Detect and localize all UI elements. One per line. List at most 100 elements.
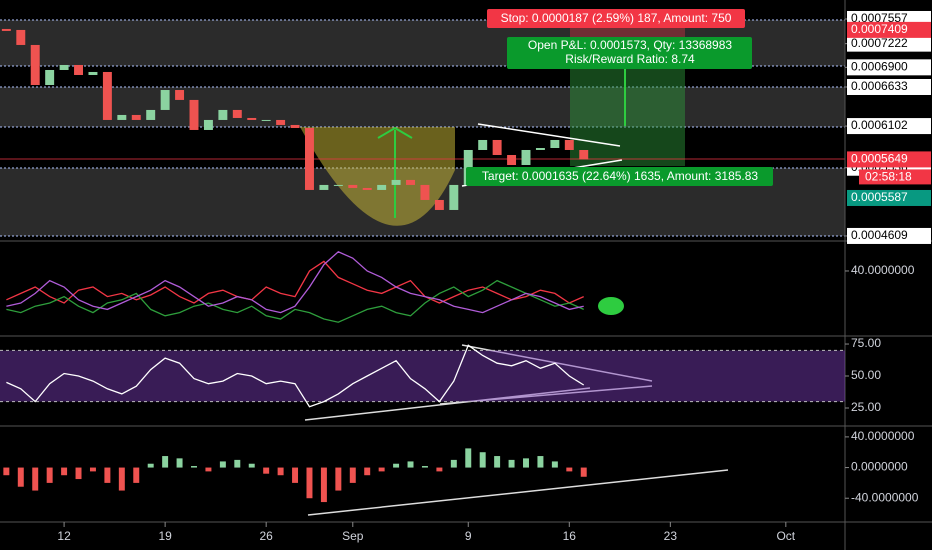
histogram-bar: [75, 467, 82, 480]
candle: [30, 44, 40, 86]
y-tick-label: 50.00: [851, 368, 881, 382]
indicator-line: [6, 251, 584, 314]
histogram-bar: [46, 467, 53, 483]
y-tick-label: 25.00: [851, 400, 881, 414]
x-tick-label: 26: [259, 529, 273, 543]
histogram-bar: [89, 467, 96, 472]
x-tick-label: 9: [465, 529, 472, 543]
histogram-bar: [523, 458, 529, 468]
histogram-bar: [479, 452, 486, 468]
candle: [276, 119, 286, 125]
candle: [478, 139, 488, 150]
histogram-bar: [32, 467, 39, 491]
trendline: [307, 469, 729, 516]
candle: [160, 90, 170, 110]
trendline: [304, 344, 653, 421]
candle: [189, 99, 199, 130]
price-tag: [847, 151, 931, 168]
candle: [550, 139, 560, 149]
candle: [564, 139, 574, 150]
price-tag-label: 0.0005587: [851, 190, 908, 204]
price-tag-label: 0.0005649: [851, 152, 908, 166]
candle: [175, 90, 185, 100]
y-tick-label: 40.0000000: [851, 429, 915, 443]
stop-label: Stop: 0.0000187 (2.59%) 187, Amount: 750: [501, 11, 732, 25]
candle: [434, 199, 444, 210]
candle: [319, 184, 329, 190]
histogram-bar: [349, 467, 356, 483]
target-label: Target: 0.0001635 (22.64%) 1635, Amount:…: [482, 169, 759, 183]
histogram-bar: [407, 461, 414, 468]
histogram-bar: [465, 448, 472, 468]
candle: [131, 114, 141, 120]
candle: [348, 184, 358, 188]
candle: [1, 28, 11, 31]
histogram-bar: [378, 467, 385, 472]
candle: [406, 179, 415, 185]
candle: [102, 71, 112, 120]
candle: [59, 64, 69, 70]
candle: [579, 149, 589, 160]
indicator-line: [6, 279, 584, 323]
y-tick-label: 0.0007557: [851, 11, 908, 25]
candle: [420, 184, 430, 200]
y-tick-label: 40.0000000: [851, 263, 915, 277]
countdown: 02:58:18: [865, 170, 912, 184]
y-tick-label: -40.0000000: [851, 490, 919, 504]
candle: [333, 184, 343, 186]
y-tick-label: 75.00: [851, 336, 881, 350]
histogram-bar: [508, 459, 515, 468]
candle: [88, 71, 98, 75]
y-tick-box: [847, 118, 931, 135]
histogram-bar: [104, 467, 111, 483]
histogram-bar: [292, 467, 299, 483]
candle: [391, 179, 401, 185]
histogram-bar: [3, 467, 10, 476]
histogram-bar: [219, 461, 226, 468]
histogram-bar: [421, 466, 428, 468]
x-tick-label: 16: [563, 529, 577, 543]
candle: [305, 127, 314, 190]
histogram-bar: [335, 467, 342, 491]
x-tick-label: 19: [158, 529, 172, 543]
price-tag: [847, 21, 931, 38]
histogram-bar: [306, 467, 313, 499]
marker: [598, 297, 624, 315]
histogram-bar: [320, 467, 327, 503]
y-tick-box: [847, 35, 931, 52]
candle: [117, 114, 127, 120]
histogram-bar: [234, 459, 241, 468]
annotations: Stop: 0.0000187 (2.59%) 187, Amount: 750…: [466, 9, 773, 186]
candle: [247, 117, 257, 120]
candle: [261, 119, 271, 121]
y-tick-label: 0.0006102: [851, 118, 908, 132]
cup: [300, 127, 455, 226]
candle: [521, 149, 531, 166]
histogram-bar: [393, 463, 400, 468]
candle: [74, 64, 83, 75]
histogram-bar: [205, 467, 212, 472]
candle: [45, 69, 55, 86]
price-tag-label: 0.0007409: [851, 22, 908, 36]
candle: [449, 184, 459, 210]
histogram-bar: [277, 467, 284, 476]
y-tick-label: 0.0000000: [851, 460, 908, 474]
histogram-bar: [61, 467, 68, 476]
candle: [492, 139, 502, 155]
candle: [377, 184, 387, 190]
stop-box: [487, 9, 745, 28]
candle: [218, 109, 228, 120]
pnl-label: Risk/Reward Ratio: 8.74: [565, 52, 695, 66]
y-tick-label: 0.0006900: [851, 60, 908, 74]
x-tick-label: 23: [664, 529, 678, 543]
target-zone: [570, 60, 685, 166]
candle: [146, 109, 156, 120]
y-tick-label: 0.0006633: [851, 79, 908, 93]
countdown-box: [859, 169, 931, 185]
histogram-bar: [580, 467, 587, 477]
histogram-bar: [248, 463, 255, 468]
histogram-bar: [551, 461, 558, 468]
histogram-bar: [494, 456, 501, 468]
x-tick-label: 12: [57, 529, 71, 543]
